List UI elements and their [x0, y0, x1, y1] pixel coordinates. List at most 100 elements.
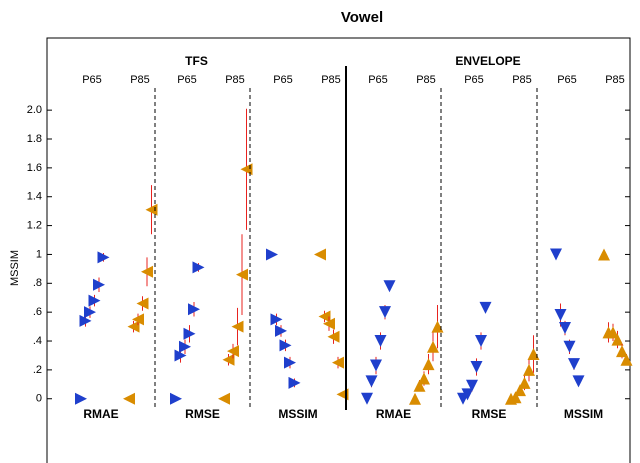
marker: [527, 348, 540, 361]
series-label: P65: [177, 74, 197, 86]
marker: [188, 303, 200, 316]
marker: [607, 326, 619, 339]
marker: [136, 297, 149, 310]
y-tick-label: 1.6: [27, 162, 42, 174]
marker: [616, 345, 628, 358]
marker: [418, 372, 430, 385]
marker: [374, 335, 387, 348]
marker: [318, 310, 331, 323]
marker: [514, 384, 526, 397]
marker: [427, 340, 439, 353]
marker: [370, 359, 382, 372]
marker: [323, 317, 335, 330]
series-label: P85: [416, 74, 436, 86]
marker: [75, 392, 87, 405]
marker: [518, 376, 531, 389]
marker: [79, 314, 92, 327]
marker: [127, 320, 140, 333]
y-tick-label: .4: [33, 335, 42, 347]
marker: [332, 356, 344, 369]
series-label: P85: [321, 74, 341, 86]
panel-metric: RMSE: [472, 407, 507, 421]
marker: [461, 388, 474, 401]
marker: [123, 392, 135, 405]
marker: [174, 349, 187, 362]
marker: [509, 391, 522, 404]
marker: [568, 358, 580, 371]
marker: [170, 392, 182, 405]
y-axis-label: MSSIM: [9, 250, 21, 286]
marker: [93, 278, 105, 291]
section-label: ENVELOPE: [455, 54, 520, 68]
marker: [563, 340, 576, 353]
marker: [620, 353, 633, 366]
marker: [550, 248, 562, 261]
marker: [284, 356, 296, 369]
marker: [327, 330, 340, 343]
marker: [409, 392, 421, 405]
marker: [270, 313, 283, 326]
y-tick-label: 1.8: [27, 133, 42, 145]
y-tick-label: 2.0: [27, 104, 42, 116]
series-label: P85: [225, 74, 245, 86]
marker: [183, 327, 196, 340]
marker: [431, 320, 444, 333]
panel-metric: RMSE: [185, 407, 220, 421]
marker: [611, 333, 624, 346]
marker: [413, 379, 426, 392]
y-tick-label: .2: [33, 364, 42, 376]
marker: [383, 280, 396, 293]
marker: [222, 353, 235, 366]
marker: [379, 306, 391, 319]
series-label: P65: [368, 74, 388, 86]
marker: [84, 306, 96, 319]
marker: [422, 358, 435, 371]
marker: [479, 301, 492, 314]
marker: [554, 309, 567, 322]
marker: [145, 203, 158, 216]
y-tick-label: 0: [36, 393, 42, 405]
marker: [275, 324, 287, 337]
marker: [470, 360, 483, 373]
series-label: P65: [464, 74, 484, 86]
panel-metric: RMAE: [376, 407, 411, 421]
marker: [218, 392, 230, 405]
y-tick-label: .8: [33, 277, 42, 289]
panel-metric: MSSIM: [278, 407, 317, 421]
series-label: P65: [82, 74, 102, 86]
panel-metric: MSSIM: [564, 407, 603, 421]
marker: [141, 265, 153, 278]
marker: [97, 251, 110, 264]
marker: [88, 294, 101, 307]
section-label: TFS: [185, 54, 208, 68]
marker: [192, 261, 205, 274]
chart-title: Vowel: [341, 9, 383, 26]
marker: [279, 339, 292, 352]
marker: [475, 335, 487, 348]
y-tick-label: .6: [33, 306, 42, 318]
series-label: P85: [130, 74, 150, 86]
series-label: P65: [557, 74, 577, 86]
marker: [523, 363, 535, 376]
series-label: P85: [512, 74, 532, 86]
marker: [227, 345, 239, 358]
marker: [361, 392, 373, 405]
series-label: P85: [605, 74, 625, 86]
marker: [236, 268, 248, 281]
marker: [598, 248, 610, 261]
marker: [288, 376, 301, 389]
y-tick-label: 1.2: [27, 219, 42, 231]
panel-metric: RMAE: [83, 407, 118, 421]
marker: [132, 313, 144, 326]
marker: [572, 375, 585, 388]
marker: [179, 340, 191, 353]
y-tick-label: 1.4: [27, 191, 42, 203]
marker: [314, 248, 326, 261]
series-label: P65: [273, 74, 293, 86]
marker: [466, 379, 478, 392]
marker: [266, 248, 278, 261]
marker: [365, 375, 378, 388]
marker: [559, 322, 571, 335]
plot-frame: [46, 37, 631, 463]
